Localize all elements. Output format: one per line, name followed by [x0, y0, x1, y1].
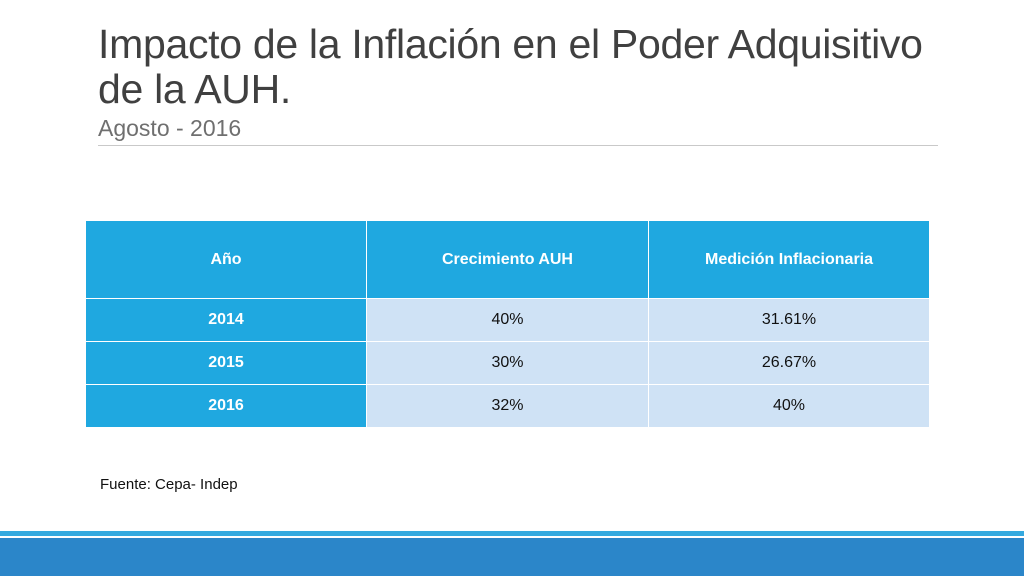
cell-inflation: 31.61% [648, 298, 930, 342]
cell-year: 2014 [85, 298, 367, 342]
source-note: Fuente: Cepa- Indep [100, 476, 238, 493]
cell-inflation: 40% [648, 384, 930, 428]
footer-bar [0, 538, 1024, 576]
slide-title: Impacto de la Inflación en el Poder Adqu… [98, 21, 923, 112]
cell-inflation: 26.67% [648, 341, 930, 385]
table-row: 2016 32% 40% [85, 384, 930, 428]
cell-year: 2016 [85, 384, 367, 428]
slide-subtitle: Agosto - 2016 [98, 115, 242, 141]
cell-auh-growth: 30% [366, 341, 649, 385]
header-year: Año [85, 220, 367, 299]
table-row: 2015 30% 26.67% [85, 341, 930, 385]
header-inflation: Medición Inflacionaria [648, 220, 930, 299]
cell-year: 2015 [85, 341, 367, 385]
cell-auh-growth: 32% [366, 384, 649, 428]
data-table: Año Crecimiento AUH Medición Inflacionar… [85, 220, 930, 428]
table-row: 2014 40% 31.61% [85, 298, 930, 342]
title-divider [98, 145, 938, 146]
cell-auh-growth: 40% [366, 298, 649, 342]
header-auh-growth: Crecimiento AUH [366, 220, 649, 299]
footer-accent-line [0, 531, 1024, 536]
table-header-row: Año Crecimiento AUH Medición Inflacionar… [85, 220, 930, 299]
